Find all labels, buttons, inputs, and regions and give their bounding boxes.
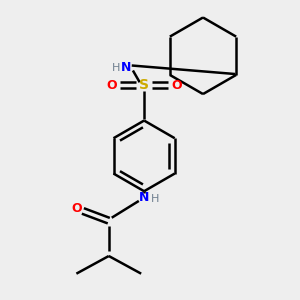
- Text: S: S: [139, 78, 149, 92]
- Text: O: O: [171, 79, 182, 92]
- Text: O: O: [106, 79, 117, 92]
- Text: N: N: [121, 61, 132, 74]
- Text: O: O: [71, 202, 82, 215]
- Text: H: H: [151, 194, 160, 205]
- Text: N: N: [139, 190, 149, 204]
- Text: H: H: [112, 63, 120, 73]
